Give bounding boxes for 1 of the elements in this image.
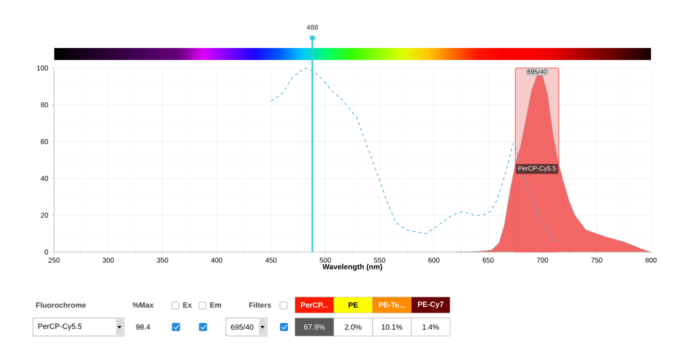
line-series xyxy=(270,68,560,244)
